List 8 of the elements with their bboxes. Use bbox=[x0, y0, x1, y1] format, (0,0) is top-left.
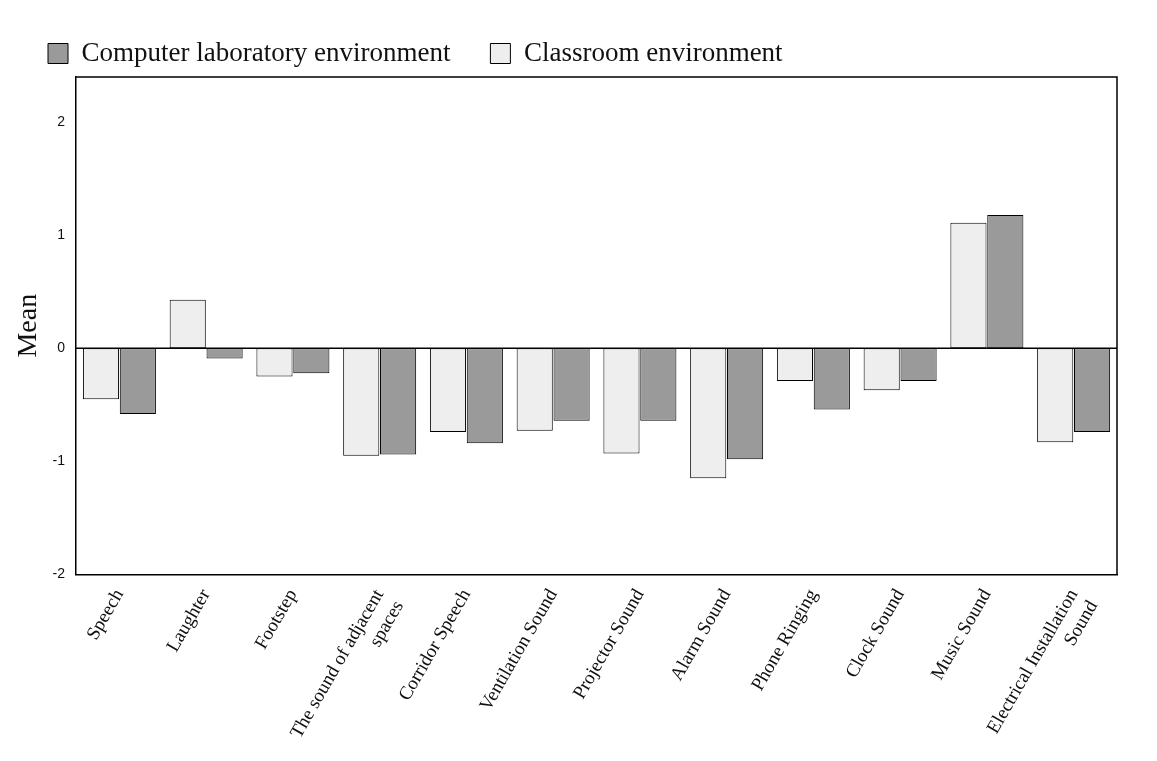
y-tick-label: 0 bbox=[57, 339, 66, 356]
y-tick-label: -2 bbox=[52, 565, 66, 582]
legend-label: Computer laboratory environment bbox=[81, 36, 451, 67]
y-tick-label: -1 bbox=[52, 452, 66, 469]
y-tick-label: 1 bbox=[57, 226, 66, 243]
y-tick-label: 2 bbox=[57, 113, 66, 130]
y-axis-title: Mean bbox=[11, 293, 43, 358]
legend-label: Classroom environment bbox=[523, 36, 784, 67]
